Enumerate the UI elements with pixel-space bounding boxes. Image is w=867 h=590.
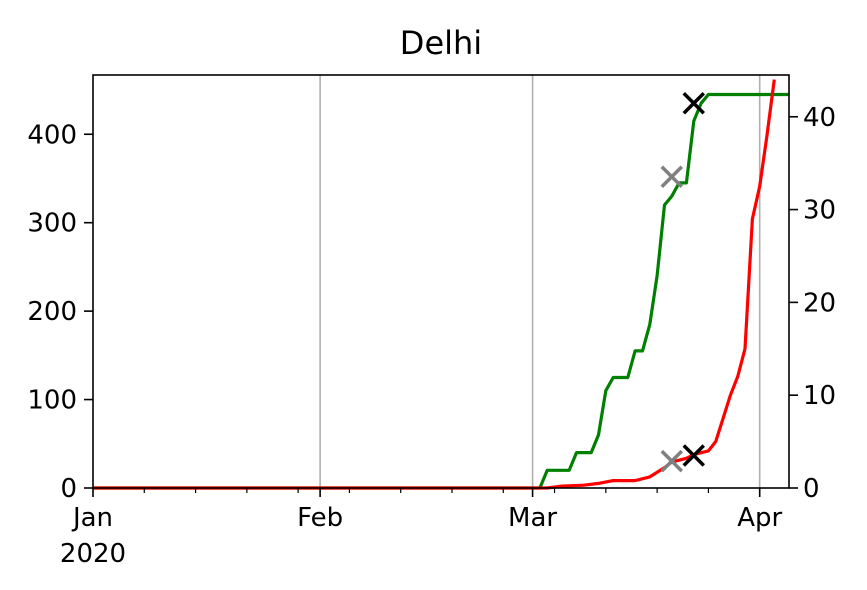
y-left-tick-label: 400	[27, 120, 77, 150]
x-marker-stroke	[682, 92, 705, 115]
y-left-tick-label: 300	[27, 209, 77, 239]
chart-title: Delhi	[400, 24, 482, 62]
x-marker	[682, 92, 705, 115]
y-left-tick-label: 200	[27, 297, 77, 327]
y-right-tick-label: 20	[803, 288, 836, 318]
series-line-0	[93, 92, 789, 490]
plot-frame	[92, 74, 790, 489]
grid-lines	[319, 75, 761, 488]
x-marker	[660, 165, 684, 188]
x-tick-sublabel: 2020	[60, 539, 126, 569]
x-tick-label: Apr	[737, 503, 782, 533]
marker-layer	[660, 92, 705, 473]
x-tick-label: Feb	[297, 503, 343, 533]
y-axis-left: 0 100 200 300 400	[27, 120, 93, 504]
y-left-tick-label: 0	[60, 474, 77, 504]
x-marker	[682, 444, 705, 467]
x-axis: Jan 2020 Feb Mar Apr	[60, 488, 782, 569]
y-axis-right: 0 10 20 30 40	[789, 103, 836, 504]
y-right-tick-label: 0	[803, 474, 820, 504]
x-tick-label: Jan	[71, 503, 113, 533]
y-right-tick-label: 10	[803, 381, 836, 411]
x-marker-stroke	[682, 444, 705, 467]
y-left-tick-label: 100	[27, 386, 77, 416]
x-tick-label: Mar	[508, 503, 557, 533]
x-marker	[660, 449, 684, 473]
x-marker-stroke	[660, 165, 684, 188]
x-marker-stroke	[660, 449, 684, 473]
series-layer	[93, 79, 789, 490]
y-right-tick-label: 40	[803, 103, 836, 133]
y-right-tick-label: 30	[803, 196, 836, 226]
series-line-1	[93, 79, 776, 490]
